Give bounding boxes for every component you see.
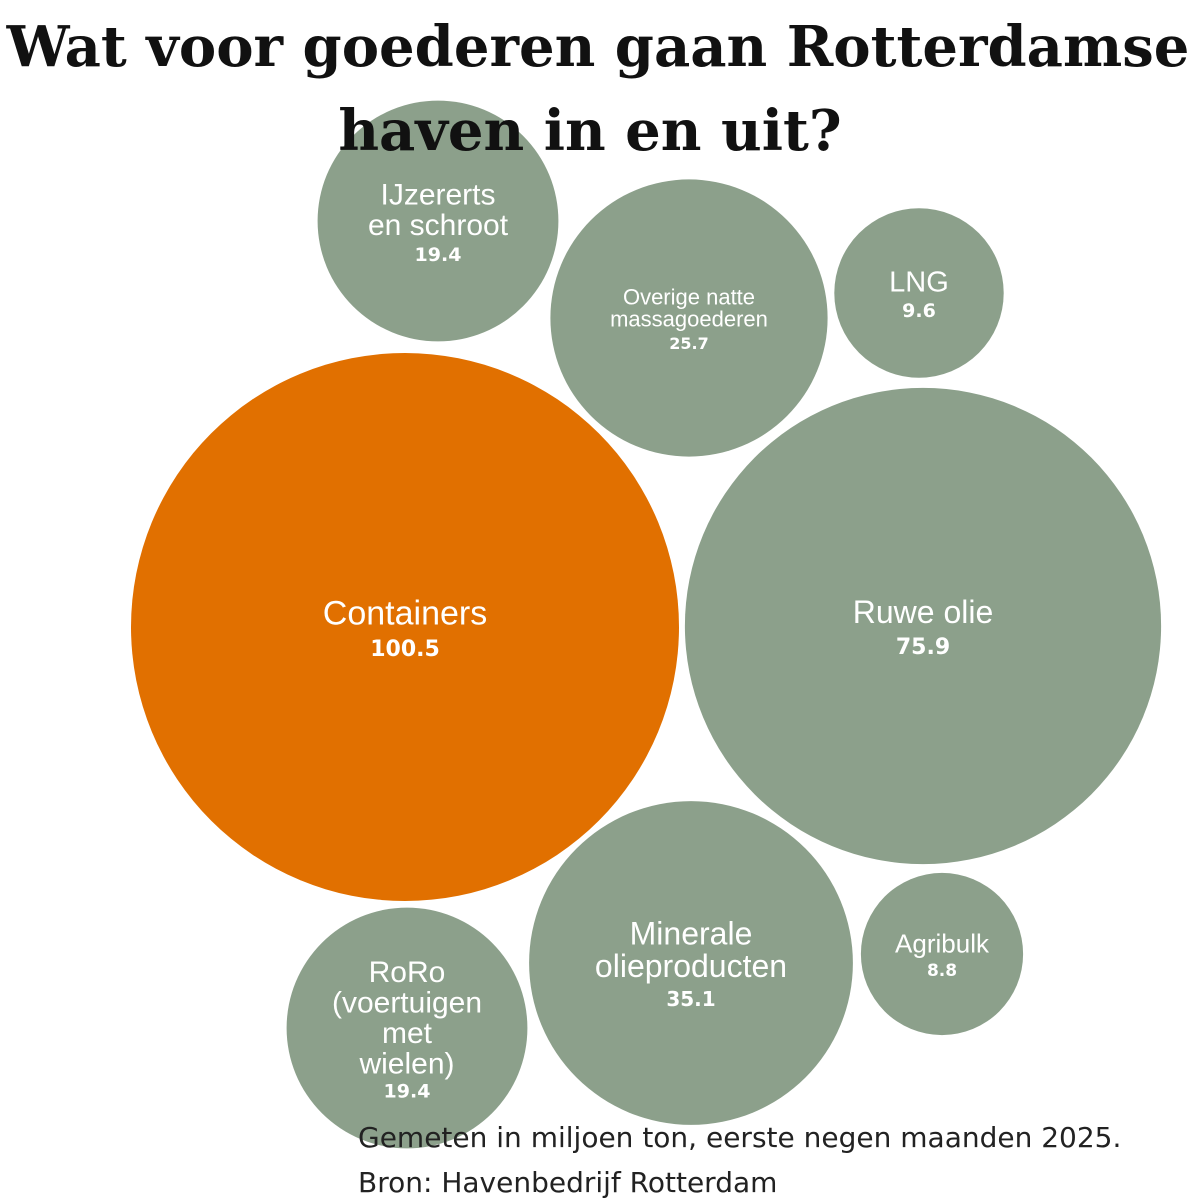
bubble-label-overige-natte-massagoederen-1: Overige natte <box>623 284 755 309</box>
bubble-label-containers: Containers <box>323 595 487 633</box>
bubble-minerale-olieproducten <box>529 801 853 1125</box>
bubble-value-agribulk: 8.8 <box>927 961 957 981</box>
chart-title: Wat voor goederen gaan Rotterdamse haven… <box>6 14 1190 164</box>
bubble-label-roro-1: RoRo <box>369 956 446 989</box>
bubble-value-overige-natte-massagoederen: 25.7 <box>669 334 708 353</box>
bubble-label-overige-natte-massagoederen-2: massagoederen <box>610 307 768 332</box>
footnote-source: Bron: Havenbedrijf Rotterdam <box>358 1166 777 1199</box>
footnote-unit: Gemeten in miljoen ton, eerste negen maa… <box>358 1121 1121 1154</box>
bubble-containers <box>131 353 679 901</box>
footnotes: Gemeten in miljoen ton, eerste negen maa… <box>358 1121 1121 1199</box>
bubble-value-ruwe-olie: 75.9 <box>896 635 950 660</box>
bubble-label-agribulk: Agribulk <box>895 928 990 958</box>
bubble-label-minerale-olieproducten-2: olieproducten <box>595 948 787 984</box>
bubbles-group: Containers 100.5 Ruwe olie 75.9 Mineraleolie… <box>131 100 1162 1149</box>
bubble-value-containers: 100.5 <box>370 637 440 662</box>
bubble-label-ruwe-olie: Ruwe olie <box>853 594 994 630</box>
bubble-value-roro: 19.4 <box>384 1080 431 1102</box>
bubble-agribulk <box>860 872 1024 1036</box>
bubble-label-roro-2: (voertuigen <box>332 986 482 1019</box>
bubble-overige-natte-massagoederen <box>550 179 828 457</box>
title-line-1: Wat voor goederen gaan Rotterdamse <box>6 14 1190 80</box>
bubble-label-minerale-olieproducten-1: Minerale <box>630 916 753 952</box>
bubble-roro <box>286 907 528 1149</box>
bubble-label-ijzererts-en-schroot-2: en schroot <box>368 209 509 242</box>
bubble-lng <box>834 208 1004 378</box>
bubble-value-ijzererts-en-schroot: 19.4 <box>415 244 462 266</box>
bubble-value-lng: 9.6 <box>902 300 936 322</box>
title-line-2: haven in en uit? <box>338 98 841 164</box>
bubble-label-roro-4: wielen) <box>358 1048 454 1081</box>
bubble-ijzererts-en-schroot <box>317 100 559 342</box>
bubble-value-minerale-olieproducten: 35.1 <box>666 987 715 1011</box>
bubble-label-roro-3: met <box>382 1017 433 1050</box>
bubble-ruwe-olie <box>684 387 1162 865</box>
bubble-label-lng: LNG <box>889 266 949 298</box>
bubble-label-ijzererts-en-schroot-1: IJzererts <box>380 178 495 211</box>
